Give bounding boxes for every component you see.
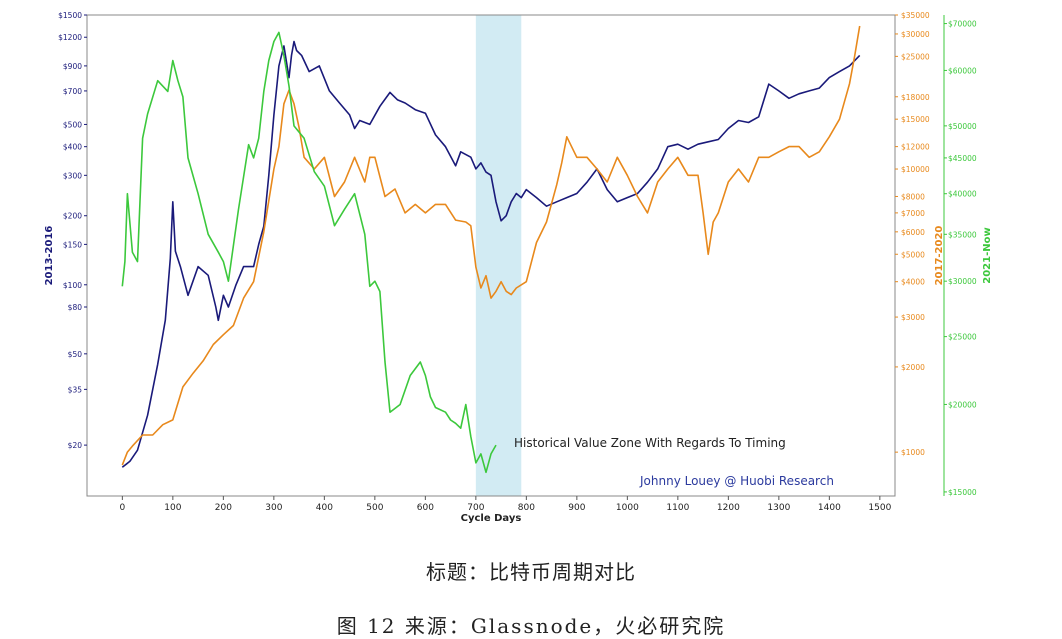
left-axis-tick-label: $1500 (58, 11, 82, 20)
x-tick-label: 1400 (818, 503, 841, 513)
mid-axis-tick-label: $15000 (901, 115, 930, 124)
right-axis-tick-label: $30000 (948, 277, 977, 286)
left-axis-tick-label: $20 (68, 441, 83, 450)
x-tick-label: 1000 (616, 503, 639, 513)
mid-axis-tick-label: $35000 (901, 11, 930, 20)
left-axis-tick-label: $35 (68, 385, 83, 394)
mid-axis-tick-label: $10000 (901, 165, 930, 174)
series-line-2017-2020 (121, 25, 861, 466)
left-axis-tick-label: $80 (68, 303, 83, 312)
left-axis-tick-label: $150 (63, 240, 82, 249)
right-axis-tick-label: $50000 (948, 122, 977, 131)
x-tick-label: 1200 (717, 503, 740, 513)
x-tick-label: 400 (316, 503, 333, 513)
left-axis-tick-label: $200 (63, 212, 82, 221)
left-axis-tick-label: $700 (63, 87, 82, 96)
series-line-2013-2016 (121, 40, 861, 468)
mid-axis-tick-label: $30000 (901, 30, 930, 39)
right-axis-tick-label: $45000 (948, 154, 977, 163)
mid-axis-tick-label: $4000 (901, 278, 925, 287)
caption-title: 标题：比特币周期对比 (426, 560, 636, 584)
left-axis-tick-label: $100 (63, 281, 82, 290)
x-axis-label: Cycle Days (461, 513, 522, 524)
x-tick-label: 900 (568, 503, 585, 513)
left-axis-title: 2013-2016 (44, 226, 55, 286)
x-tick-label: 700 (467, 503, 484, 513)
left-axis-tick-label: $400 (63, 143, 82, 152)
x-tick-label: 500 (366, 503, 383, 513)
mid-axis-tick-label: $3000 (901, 313, 925, 322)
chart: 0 100 200 300 400 500 600 700 800 900 1000 1100 1200… (44, 11, 993, 524)
x-tick-label: 300 (265, 503, 282, 513)
x-tick-label: 0 (119, 503, 125, 513)
mid-axis-tick-label: $18000 (901, 93, 930, 102)
mid-axis-tick-label: $12000 (901, 143, 930, 152)
right-axis-tick-label: $40000 (948, 190, 977, 199)
right-axis-tick-label: $70000 (948, 20, 977, 29)
left-axis-tick-label: $50 (68, 350, 83, 359)
mid-axis-tick-label: $2000 (901, 363, 925, 372)
x-tick-label: 1100 (666, 503, 689, 513)
left-axis-tick-label: $500 (63, 120, 82, 129)
mid-axis-tick-label: $25000 (901, 52, 930, 61)
left-axis-tick-label: $300 (63, 171, 82, 180)
left-axis-tick-label: $1200 (58, 33, 82, 42)
mid-axis-tick-label: $8000 (901, 192, 925, 201)
mid-axis-title: 2017-2020 (934, 226, 945, 286)
x-tick-label: 200 (215, 503, 232, 513)
mid-axis-tick-label: $6000 (901, 228, 925, 237)
x-tick-label: 1500 (868, 503, 891, 513)
mid-axis-tick-label: $5000 (901, 250, 925, 259)
highlight-zone (475, 15, 522, 496)
right-axis-tick-label: $25000 (948, 333, 977, 342)
right-axis-tick-label: $20000 (948, 400, 977, 409)
x-tick-label: 100 (164, 503, 181, 513)
x-tick-label: 800 (518, 503, 535, 513)
credit-text: Johnny Louey @ Huobi Research (639, 474, 834, 488)
mid-axis-tick-label: $1000 (901, 448, 925, 457)
mid-axis-tick-label: $7000 (901, 209, 925, 218)
right-axis-tick-label: $35000 (948, 230, 977, 239)
right-axis-tick-label: $60000 (948, 66, 977, 75)
annotation-text: Historical Value Zone With Regards To Ti… (514, 436, 786, 450)
x-tick-label: 1300 (767, 503, 790, 513)
left-axis-tick-label: $900 (63, 62, 82, 71)
right-axis-tick-label: $15000 (948, 488, 977, 497)
plot-frame (86, 14, 896, 497)
right-axis-title: 2021-Now (982, 227, 993, 283)
x-tick-label: 600 (417, 503, 434, 513)
series-line-2021-Now (121, 31, 497, 474)
